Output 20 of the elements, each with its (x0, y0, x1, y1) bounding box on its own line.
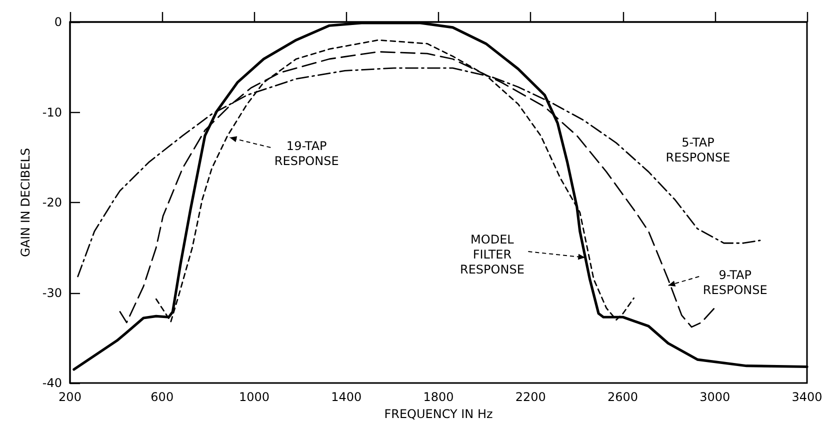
annotation: MODEL FILTER RESPONSE (460, 232, 524, 277)
x-axis-title: FREQUENCY IN Hz (384, 406, 493, 421)
x-tick-label: 3000 (700, 390, 730, 404)
annotation: 9-TAP RESPONSE (702, 268, 768, 298)
annotation: 5-TAP RESPONSE (666, 136, 730, 164)
x-tick-label: 600 (150, 390, 174, 404)
annotation: 19-TAP RESPONSE (274, 139, 339, 168)
x-tick-label: 200 (58, 390, 82, 404)
y-tick-label: -30 (42, 286, 62, 300)
y-tick-label: -10 (42, 105, 62, 120)
y-axis-title: GAIN IN DECIBELS (18, 148, 32, 258)
x-tick-label: 3400 (792, 390, 822, 404)
x-tick-label: 1000 (238, 390, 270, 404)
y-tick-label: -40 (42, 376, 62, 390)
y-tick-label: 0 (54, 15, 62, 29)
x-tick-label: 2600 (607, 390, 638, 404)
x-tick-label: 1800 (423, 390, 454, 404)
x-tick-label: 2200 (515, 390, 546, 404)
y-tick-label: -20 (42, 196, 62, 210)
x-tick-label: 1400 (331, 390, 362, 404)
